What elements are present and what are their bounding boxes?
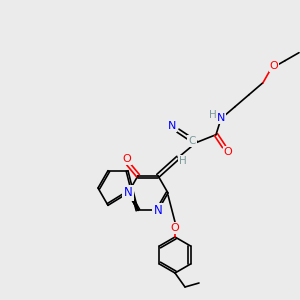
Text: O: O: [123, 154, 131, 164]
Text: N: N: [217, 113, 225, 123]
Text: N: N: [154, 204, 162, 217]
Text: H: H: [209, 110, 217, 120]
Text: O: O: [270, 61, 278, 71]
Text: O: O: [224, 147, 232, 157]
Text: O: O: [171, 223, 179, 233]
Text: H: H: [179, 156, 187, 166]
Text: C: C: [188, 136, 196, 146]
Text: N: N: [124, 187, 132, 200]
Text: N: N: [168, 121, 176, 131]
